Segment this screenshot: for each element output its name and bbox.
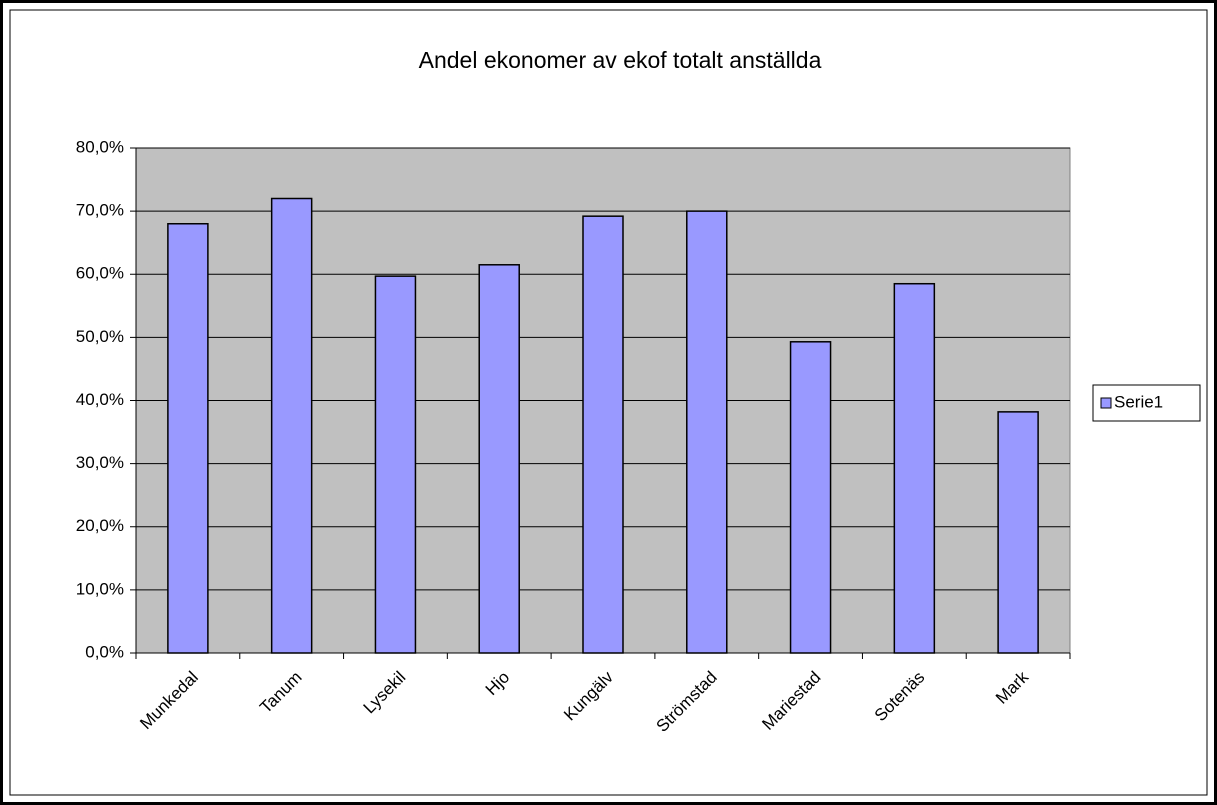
- bar: [893, 282, 936, 654]
- bar: [789, 341, 832, 654]
- bar: [478, 264, 520, 654]
- y-tick-label: 30,0%: [76, 453, 124, 472]
- y-tick-label: 0,0%: [85, 642, 124, 661]
- bar: [582, 215, 624, 654]
- chart-inner-border: [9, 9, 1208, 796]
- bar: [374, 275, 417, 654]
- bar: [997, 411, 1039, 654]
- y-tick-label: 70,0%: [76, 201, 124, 220]
- y-tick-label: 20,0%: [76, 516, 124, 535]
- legend-swatch: [1100, 397, 1112, 409]
- bar: [686, 210, 728, 654]
- legend-label: Serie1: [1114, 392, 1163, 411]
- bar: [167, 223, 209, 654]
- y-tick-label: 80,0%: [76, 137, 124, 156]
- y-tick-label: 50,0%: [76, 327, 124, 346]
- y-tick-label: 40,0%: [76, 390, 124, 409]
- chart-title: Andel ekonomer av ekof totalt anställda: [419, 47, 822, 73]
- y-tick-label: 10,0%: [76, 579, 124, 598]
- y-tick-label: 60,0%: [76, 264, 124, 283]
- legend-box: [1092, 384, 1201, 422]
- bar: [270, 197, 313, 654]
